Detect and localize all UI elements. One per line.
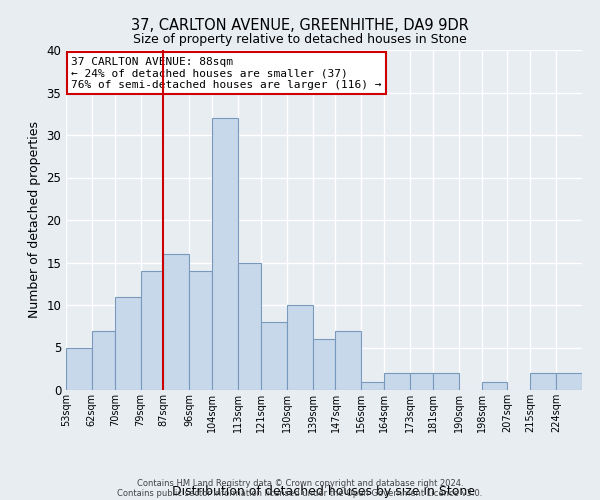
Text: 37 CARLTON AVENUE: 88sqm
← 24% of detached houses are smaller (37)
76% of semi-d: 37 CARLTON AVENUE: 88sqm ← 24% of detach… <box>71 57 382 90</box>
Bar <box>433 373 459 390</box>
Text: 37, CARLTON AVENUE, GREENHITHE, DA9 9DR: 37, CARLTON AVENUE, GREENHITHE, DA9 9DR <box>131 18 469 32</box>
Bar <box>115 296 140 390</box>
Bar <box>313 339 335 390</box>
Bar <box>261 322 287 390</box>
Bar <box>163 254 189 390</box>
Bar <box>66 348 92 390</box>
Bar <box>92 330 115 390</box>
Text: Contains HM Land Registry data © Crown copyright and database right 2024.: Contains HM Land Registry data © Crown c… <box>137 478 463 488</box>
Bar <box>212 118 238 390</box>
Bar <box>530 373 556 390</box>
Bar <box>140 271 163 390</box>
Text: Size of property relative to detached houses in Stone: Size of property relative to detached ho… <box>133 32 467 46</box>
Y-axis label: Number of detached properties: Number of detached properties <box>28 122 41 318</box>
Bar <box>287 305 313 390</box>
Bar <box>335 330 361 390</box>
X-axis label: Distribution of detached houses by size in Stone: Distribution of detached houses by size … <box>173 485 476 498</box>
Bar <box>482 382 508 390</box>
Bar <box>556 373 582 390</box>
Bar <box>384 373 410 390</box>
Text: Contains public sector information licensed under the Open Government Licence v3: Contains public sector information licen… <box>118 488 482 498</box>
Bar <box>410 373 433 390</box>
Bar <box>361 382 384 390</box>
Bar <box>189 271 212 390</box>
Bar <box>238 262 261 390</box>
